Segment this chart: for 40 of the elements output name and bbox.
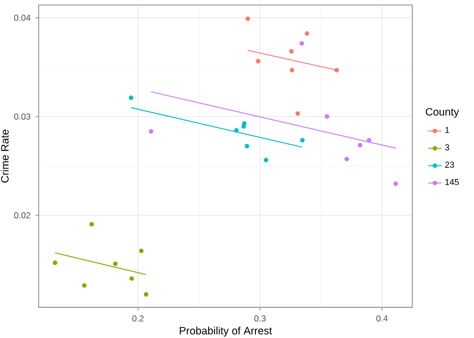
point — [242, 121, 247, 126]
point — [290, 68, 294, 72]
x-tick-label: 0.3 — [254, 315, 266, 322]
point — [82, 283, 87, 288]
y-tick-label: 0.03 — [14, 113, 30, 120]
legend-label: 23 — [445, 162, 454, 168]
x-axis-title: Probability of Arrest — [180, 326, 272, 337]
point — [139, 248, 144, 254]
point — [148, 129, 154, 134]
y-tick-label: 0.04 — [14, 14, 30, 21]
x-tick-label: 0.2 — [132, 315, 144, 322]
point — [234, 128, 239, 133]
point — [129, 276, 134, 281]
point — [289, 49, 294, 54]
point — [300, 138, 305, 143]
point — [89, 222, 94, 226]
point — [393, 181, 398, 186]
point — [299, 41, 304, 46]
point — [324, 114, 330, 119]
point — [244, 144, 250, 148]
point — [344, 156, 350, 162]
point — [264, 158, 268, 162]
point — [246, 16, 250, 21]
point — [334, 68, 339, 72]
legend-label: 1 — [445, 126, 450, 133]
x-tick-label: 0.4 — [376, 315, 388, 322]
point — [144, 292, 148, 297]
legend-label: 3 — [445, 144, 450, 150]
legend-title: County — [426, 108, 460, 118]
point — [304, 31, 310, 36]
point — [256, 58, 260, 64]
point — [52, 260, 58, 266]
point — [366, 138, 372, 143]
y-tick-label: 0.02 — [14, 212, 30, 218]
point — [128, 95, 134, 100]
point — [295, 111, 300, 116]
point — [358, 142, 362, 148]
legend-label: 145 — [445, 179, 459, 186]
point — [113, 261, 118, 266]
y-axis-title: Crime Rate — [0, 130, 9, 183]
